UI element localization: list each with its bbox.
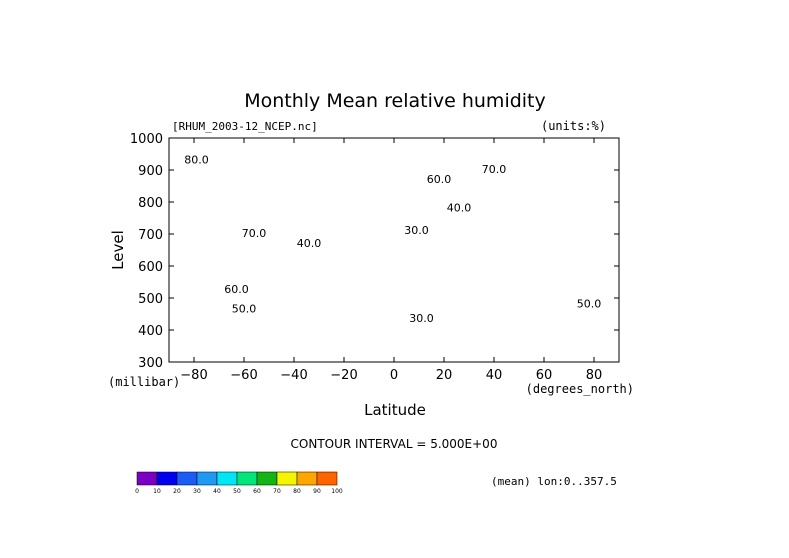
chart-title: Monthly Mean relative humidity — [244, 90, 546, 112]
plot-area: 50.060.070.080.040.030.030.040.060.070.0… — [168, 137, 620, 363]
units-label: (units:%) — [541, 119, 606, 133]
dataset-label: [RHUM_2003-12_NCEP.nc] — [172, 120, 318, 133]
plot-background — [169, 138, 619, 362]
